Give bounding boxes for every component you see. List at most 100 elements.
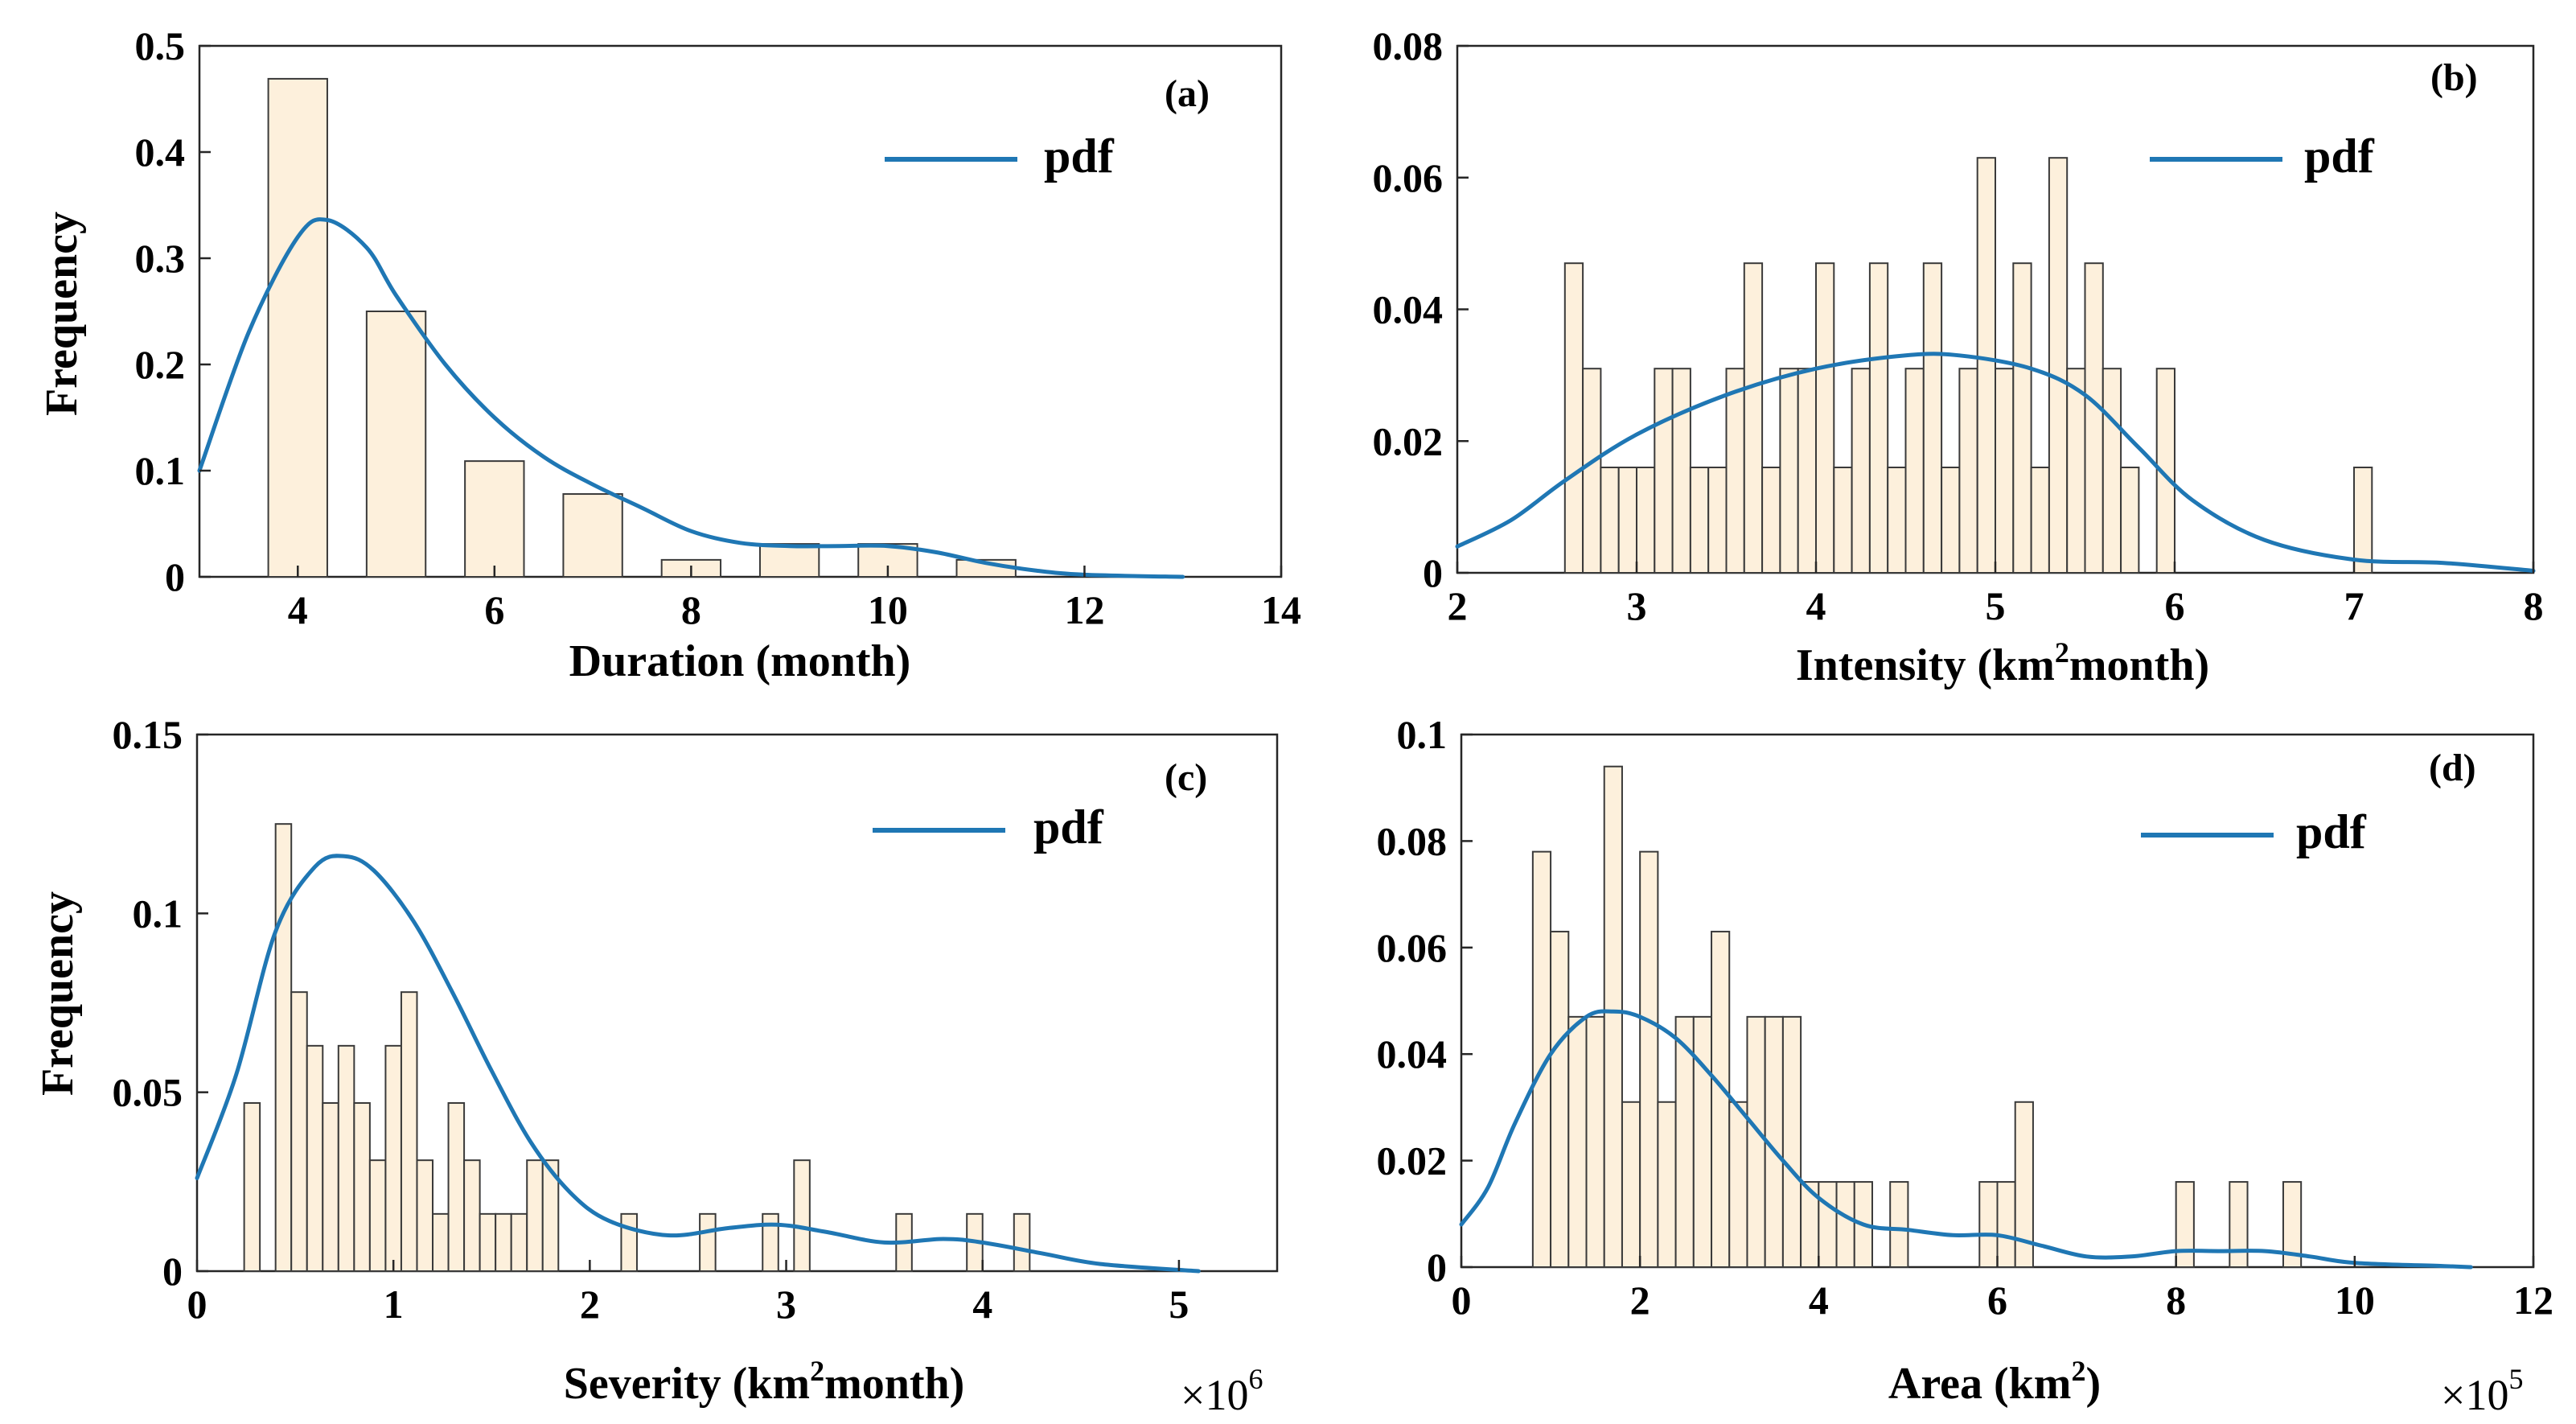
histogram-bar-a-0	[267, 77, 328, 578]
panel-b: 2 3 4 5 6 7 8 0 0.02 0.04 0.06 0.08 (b) pdf Intens…	[1373, 23, 2544, 690]
x-tick-label-d-1: 2	[1630, 1278, 1650, 1323]
histogram-bar-c-13	[463, 1159, 481, 1272]
histogram-bar-b-29	[2084, 262, 2104, 574]
panel-c: 0 1 2 3 4 5 0 0.05 0.1 0.15 (c) pdf Severity (km…	[33, 712, 1279, 1419]
y-tick-label-d-2: 0.04	[1377, 1031, 1448, 1076]
histogram-bar-c-15	[495, 1212, 512, 1273]
panel-label-d: (d)	[2429, 747, 2476, 789]
histogram-bar-b-26	[2030, 467, 2050, 574]
histogram-bar-b-11	[1761, 467, 1781, 574]
x-tick-label-d-5: 10	[2335, 1278, 2375, 1323]
histogram-bar-b-28	[2066, 368, 2086, 574]
histogram-bar-c-11	[432, 1212, 450, 1273]
x-tick-label-b-6: 8	[2524, 583, 2544, 628]
x-tick-label-c-0: 0	[187, 1282, 207, 1327]
histogram-bar-d-16	[1818, 1181, 1838, 1268]
histogram-bar-d-10	[1711, 930, 1731, 1268]
legend-label-c: pdf	[1033, 800, 1104, 854]
histogram-bar-b-4	[1636, 467, 1656, 574]
histogram-bar-d-2	[1567, 1015, 1588, 1268]
histogram-bar-b-1	[1582, 368, 1602, 574]
x-tick-label-c-4: 4	[972, 1282, 992, 1327]
histogram-bar-b-8	[1707, 467, 1728, 574]
axis-multiplier-d: ×105	[2441, 1363, 2523, 1419]
x-tick-label-a-1: 6	[484, 587, 504, 632]
histogram-bar-c-3	[306, 1044, 324, 1272]
histogram-bar-c-25	[1013, 1212, 1031, 1273]
histogram-bar-b-13	[1797, 368, 1817, 574]
x-tick-label-b-4: 6	[2165, 583, 2185, 628]
histogram-bars-d	[1531, 765, 2303, 1269]
histogram-bar-d-12	[1746, 1015, 1766, 1268]
histogram-bar-c-9	[400, 991, 418, 1273]
histogram-bar-b-24	[1995, 368, 2015, 574]
plot-frame-c	[195, 733, 1279, 1273]
y-tick-label-b-3: 0.06	[1373, 155, 1444, 200]
x-axis-title-d: Area (km2)	[1888, 1355, 2101, 1409]
histogram-bar-b-3	[1617, 467, 1637, 574]
histogram-bar-b-17	[1868, 262, 1889, 574]
histogram-bar-d-25	[2282, 1181, 2303, 1268]
histogram-bar-b-23	[1976, 157, 1996, 574]
histogram-bar-c-22	[793, 1159, 811, 1272]
y-axis-title-a: Frequency	[37, 212, 87, 416]
y-tick-label-c-0: 0	[162, 1249, 183, 1294]
histogram-bar-d-24	[2229, 1181, 2249, 1268]
histogram-bar-c-5	[337, 1044, 355, 1272]
histogram-bar-b-10	[1743, 262, 1764, 574]
legend-label-b: pdf	[2304, 130, 2375, 183]
histogram-bar-d-22	[2014, 1101, 2034, 1269]
x-ticks-b: 2 3 4 5 6 7 8	[1448, 562, 2544, 628]
x-tick-label-d-3: 6	[1987, 1278, 2007, 1323]
x-tick-label-a-0: 4	[288, 587, 308, 632]
histogram-bar-b-14	[1815, 262, 1835, 574]
x-ticks-d: 0 2 4 6 8 10 12	[1452, 1256, 2553, 1323]
histogram-bar-b-6	[1671, 368, 1691, 574]
histogram-bar-d-6	[1639, 850, 1659, 1268]
y-ticks-a: 0 0.1 0.2 0.3 0.4 0.5	[135, 23, 211, 599]
y-tick-label-a-5: 0.5	[135, 23, 186, 68]
pdf-curve-c	[195, 854, 1201, 1274]
histogram-bar-c-6	[353, 1102, 371, 1273]
histogram-bar-d-21	[1996, 1181, 2016, 1268]
y-tick-label-b-1: 0.02	[1373, 418, 1444, 463]
histogram-bar-c-2	[290, 991, 308, 1273]
y-tick-label-b-0: 0	[1423, 550, 1443, 595]
histogram-bar-c-21	[762, 1212, 779, 1273]
x-axis-title-b: Intensity (km2month)	[1796, 636, 2209, 690]
histogram-bar-d-3	[1585, 1015, 1605, 1268]
panel-label-a: (a)	[1165, 72, 1210, 115]
x-ticks-c: 0 1 2 3 4 5	[187, 1260, 1189, 1327]
histogram-bar-c-10	[416, 1159, 434, 1272]
pdf-curve-a	[197, 217, 1185, 579]
y-tick-label-a-2: 0.2	[135, 342, 186, 387]
histogram-bars-b	[1563, 157, 2373, 574]
x-tick-label-b-3: 5	[1986, 583, 2006, 628]
histogram-bar-c-12	[447, 1102, 466, 1273]
x-tick-label-a-3: 10	[868, 587, 908, 632]
histogram-bar-d-11	[1728, 1101, 1748, 1269]
histogram-bar-b-21	[1941, 467, 1961, 574]
y-tick-label-d-3: 0.06	[1377, 925, 1448, 970]
panel-label-b: (b)	[2430, 56, 2478, 99]
x-tick-label-c-2: 2	[580, 1282, 600, 1327]
histogram-bar-b-27	[2048, 157, 2069, 574]
x-tick-label-a-4: 12	[1064, 587, 1104, 632]
x-tick-label-b-0: 2	[1448, 583, 1468, 628]
y-tick-label-c-1: 0.05	[113, 1070, 183, 1115]
histogram-bar-d-4	[1603, 765, 1623, 1268]
x-axis-title-b-part1: Intensity (km	[1796, 640, 2055, 690]
histogram-bar-b-31	[2120, 467, 2140, 574]
x-tick-label-a-5: 14	[1261, 587, 1301, 632]
histogram-bar-b-19	[1904, 368, 1925, 574]
histogram-bar-a-5	[758, 543, 820, 578]
x-tick-label-b-2: 4	[1806, 583, 1826, 628]
histogram-bars-a	[267, 77, 1017, 578]
x-tick-label-b-1: 3	[1627, 583, 1647, 628]
y-tick-label-d-1: 0.02	[1377, 1138, 1448, 1183]
histogram-bar-c-20	[699, 1212, 717, 1273]
y-tick-label-a-1: 0.1	[135, 448, 186, 493]
x-tick-label-c-5: 5	[1169, 1282, 1189, 1327]
x-tick-label-d-6: 12	[2513, 1278, 2553, 1323]
x-axis-title-c: Severity (km2month)	[564, 1355, 965, 1409]
